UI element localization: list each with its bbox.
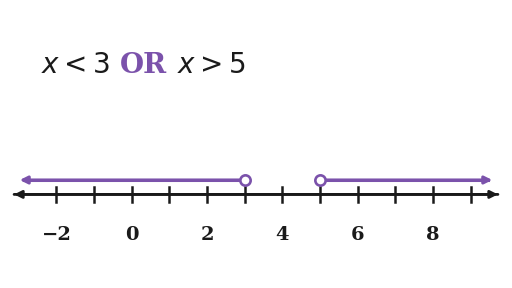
Text: 6: 6 <box>351 226 365 244</box>
Point <box>241 178 249 182</box>
Point <box>316 178 324 182</box>
Text: OR: OR <box>120 52 167 79</box>
Text: $x > 5$: $x > 5$ <box>177 52 246 79</box>
Text: −2: −2 <box>41 226 71 244</box>
Text: $x < 3$: $x < 3$ <box>41 52 110 79</box>
Text: 8: 8 <box>426 226 440 244</box>
Text: 4: 4 <box>275 226 289 244</box>
Text: 0: 0 <box>125 226 139 244</box>
Text: 2: 2 <box>200 226 214 244</box>
